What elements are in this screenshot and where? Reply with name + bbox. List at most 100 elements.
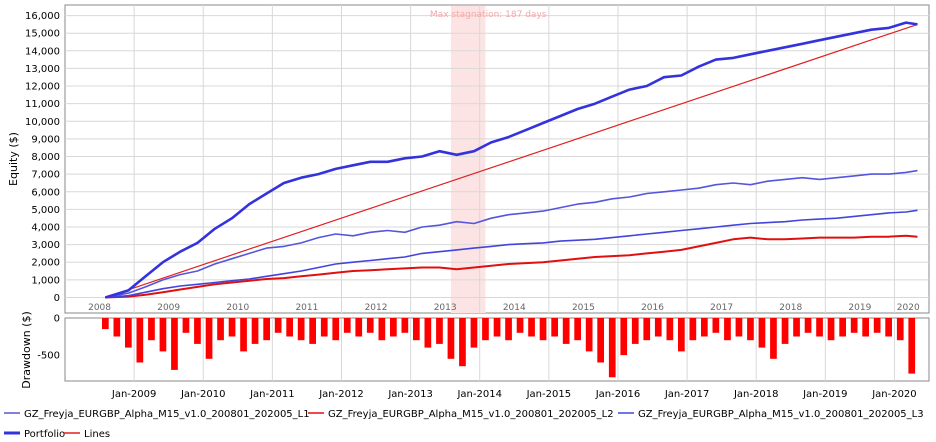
equity-series xyxy=(104,21,918,299)
year-labels: 2008 2009 2010 2011 2012 2013 2014 2015 2016 2017… xyxy=(88,303,920,313)
y-tick-label: 16,000 xyxy=(25,11,60,22)
drawdown-bar xyxy=(217,318,224,341)
y-tick-label: 14,000 xyxy=(25,46,60,57)
drawdown-bar xyxy=(724,318,731,341)
drawdown-bar xyxy=(194,318,201,344)
drawdown-bar xyxy=(390,318,397,337)
drawdown-bar xyxy=(608,318,616,378)
equity-plot-area xyxy=(64,4,930,314)
year-label: 2013 xyxy=(434,303,457,313)
strategy-line-l2 xyxy=(105,234,918,299)
y-tick-label: 10,000 xyxy=(25,117,60,128)
drawdown-bar xyxy=(678,318,685,352)
x-tick-label: Jan-2018 xyxy=(733,389,778,400)
drawdown-bar xyxy=(908,318,916,374)
drawdown-bar xyxy=(332,318,340,341)
drawdown-bar xyxy=(770,318,777,359)
drawdown-bar xyxy=(631,318,639,344)
drawdown-bar xyxy=(804,318,812,333)
drawdown-bar xyxy=(793,318,800,337)
drawdown-bar xyxy=(758,318,766,348)
drawdown-bar xyxy=(401,318,409,333)
y-tick-label: 4,000 xyxy=(31,223,60,234)
drawdown-bar xyxy=(516,318,524,333)
drawdown-bar xyxy=(850,318,858,333)
y-tick-label: 8,000 xyxy=(31,152,60,163)
y-tick-label: 0 xyxy=(54,293,60,304)
drawdown-bar xyxy=(459,318,466,367)
drawdown-bar xyxy=(263,318,270,341)
drawdown-bar xyxy=(735,318,743,337)
drawdown-grid xyxy=(133,318,895,381)
drawdown-bar xyxy=(228,318,236,337)
drawdown-bar xyxy=(781,318,789,344)
y-tick-label: 5,000 xyxy=(31,205,60,216)
year-label: 2016 xyxy=(641,303,664,313)
legend-label-lines: Lines xyxy=(84,429,110,440)
drawdown-bar xyxy=(447,318,455,359)
y-tick-label: 3,000 xyxy=(31,240,60,251)
drawdown-bar xyxy=(297,318,305,341)
year-label: 2018 xyxy=(779,303,802,313)
drawdown-bar xyxy=(689,318,697,341)
drawdown-bar xyxy=(286,318,293,337)
x-tick-label: Jan-2016 xyxy=(595,389,640,400)
x-tick-label: Jan-2010 xyxy=(180,389,225,400)
legend: GZ_Freyja_EURGBP_Alpha_M15_v1.0_200801_2… xyxy=(4,409,924,440)
x-tick-label: Jan-2020 xyxy=(871,389,916,400)
drawdown-bar xyxy=(355,318,363,337)
drawdown-bar xyxy=(701,318,708,337)
year-label: 2012 xyxy=(365,303,388,313)
drawdown-bar xyxy=(240,318,247,352)
drawdown-bar xyxy=(862,318,869,337)
portfolio-line xyxy=(104,21,918,299)
year-label: 2009 xyxy=(157,303,180,313)
y-tick-label: 1,000 xyxy=(31,275,60,286)
drawdown-bar xyxy=(482,318,489,341)
drawdown-bar xyxy=(125,318,132,348)
legend-label-l2: GZ_Freyja_EURGBP_Alpha_M15_v1.0_200801_2… xyxy=(328,409,614,420)
drawdown-bar xyxy=(574,318,581,341)
x-tick-label: Jan-2011 xyxy=(249,389,294,400)
drawdown-bar xyxy=(309,318,316,344)
drawdown-bar xyxy=(620,318,628,356)
year-label: 2010 xyxy=(226,303,249,313)
year-label: 2019 xyxy=(848,303,871,313)
x-tick-label: Jan-2012 xyxy=(318,389,363,400)
year-label: 2008 xyxy=(88,303,111,313)
drawdown-bar xyxy=(816,318,823,337)
drawdown-bar xyxy=(585,318,593,352)
drawdown-bar xyxy=(839,318,846,337)
legend-label-l1: GZ_Freyja_EURGBP_Alpha_M15_v1.0_200801_2… xyxy=(24,409,310,420)
strategy-line-l3 xyxy=(105,209,918,299)
drawdown-bar xyxy=(159,318,167,352)
drawdown-bar xyxy=(528,318,535,337)
drawdown-bar xyxy=(747,318,754,341)
year-label: 2014 xyxy=(503,303,526,313)
drawdown-bar xyxy=(136,318,144,363)
drawdown-y-axis-title: Drawdown ($) xyxy=(20,311,33,389)
x-tick-label: Jan-2019 xyxy=(802,389,847,400)
drawdown-bar xyxy=(896,318,904,341)
drawdown-bar xyxy=(378,318,386,341)
drawdown-x-ticks: Jan-2009 Jan-2010 Jan-2011 Jan-2012 Jan-2013… xyxy=(111,389,917,400)
drawdown-bar xyxy=(505,318,512,341)
y-tick-label: 7,000 xyxy=(31,170,60,181)
drawdown-bars xyxy=(102,318,916,378)
drawdown-bar xyxy=(171,318,178,370)
drawdown-bar xyxy=(470,318,478,348)
drawdown-bar xyxy=(274,318,282,333)
year-label: 2020 xyxy=(897,303,920,313)
drawdown-bar xyxy=(320,318,328,337)
x-tick-label: Jan-2014 xyxy=(456,389,501,400)
drawdown-bar xyxy=(424,318,432,348)
drawdown-bar xyxy=(712,318,720,333)
drawdown-bar xyxy=(436,318,443,344)
drawdown-bar xyxy=(597,318,604,363)
drawdown-bar xyxy=(885,318,892,337)
x-tick-label: Jan-2009 xyxy=(111,389,156,400)
drawdown-bar xyxy=(343,318,351,333)
y-tick-label: 12,000 xyxy=(25,82,60,93)
drawdown-bar xyxy=(366,318,374,333)
